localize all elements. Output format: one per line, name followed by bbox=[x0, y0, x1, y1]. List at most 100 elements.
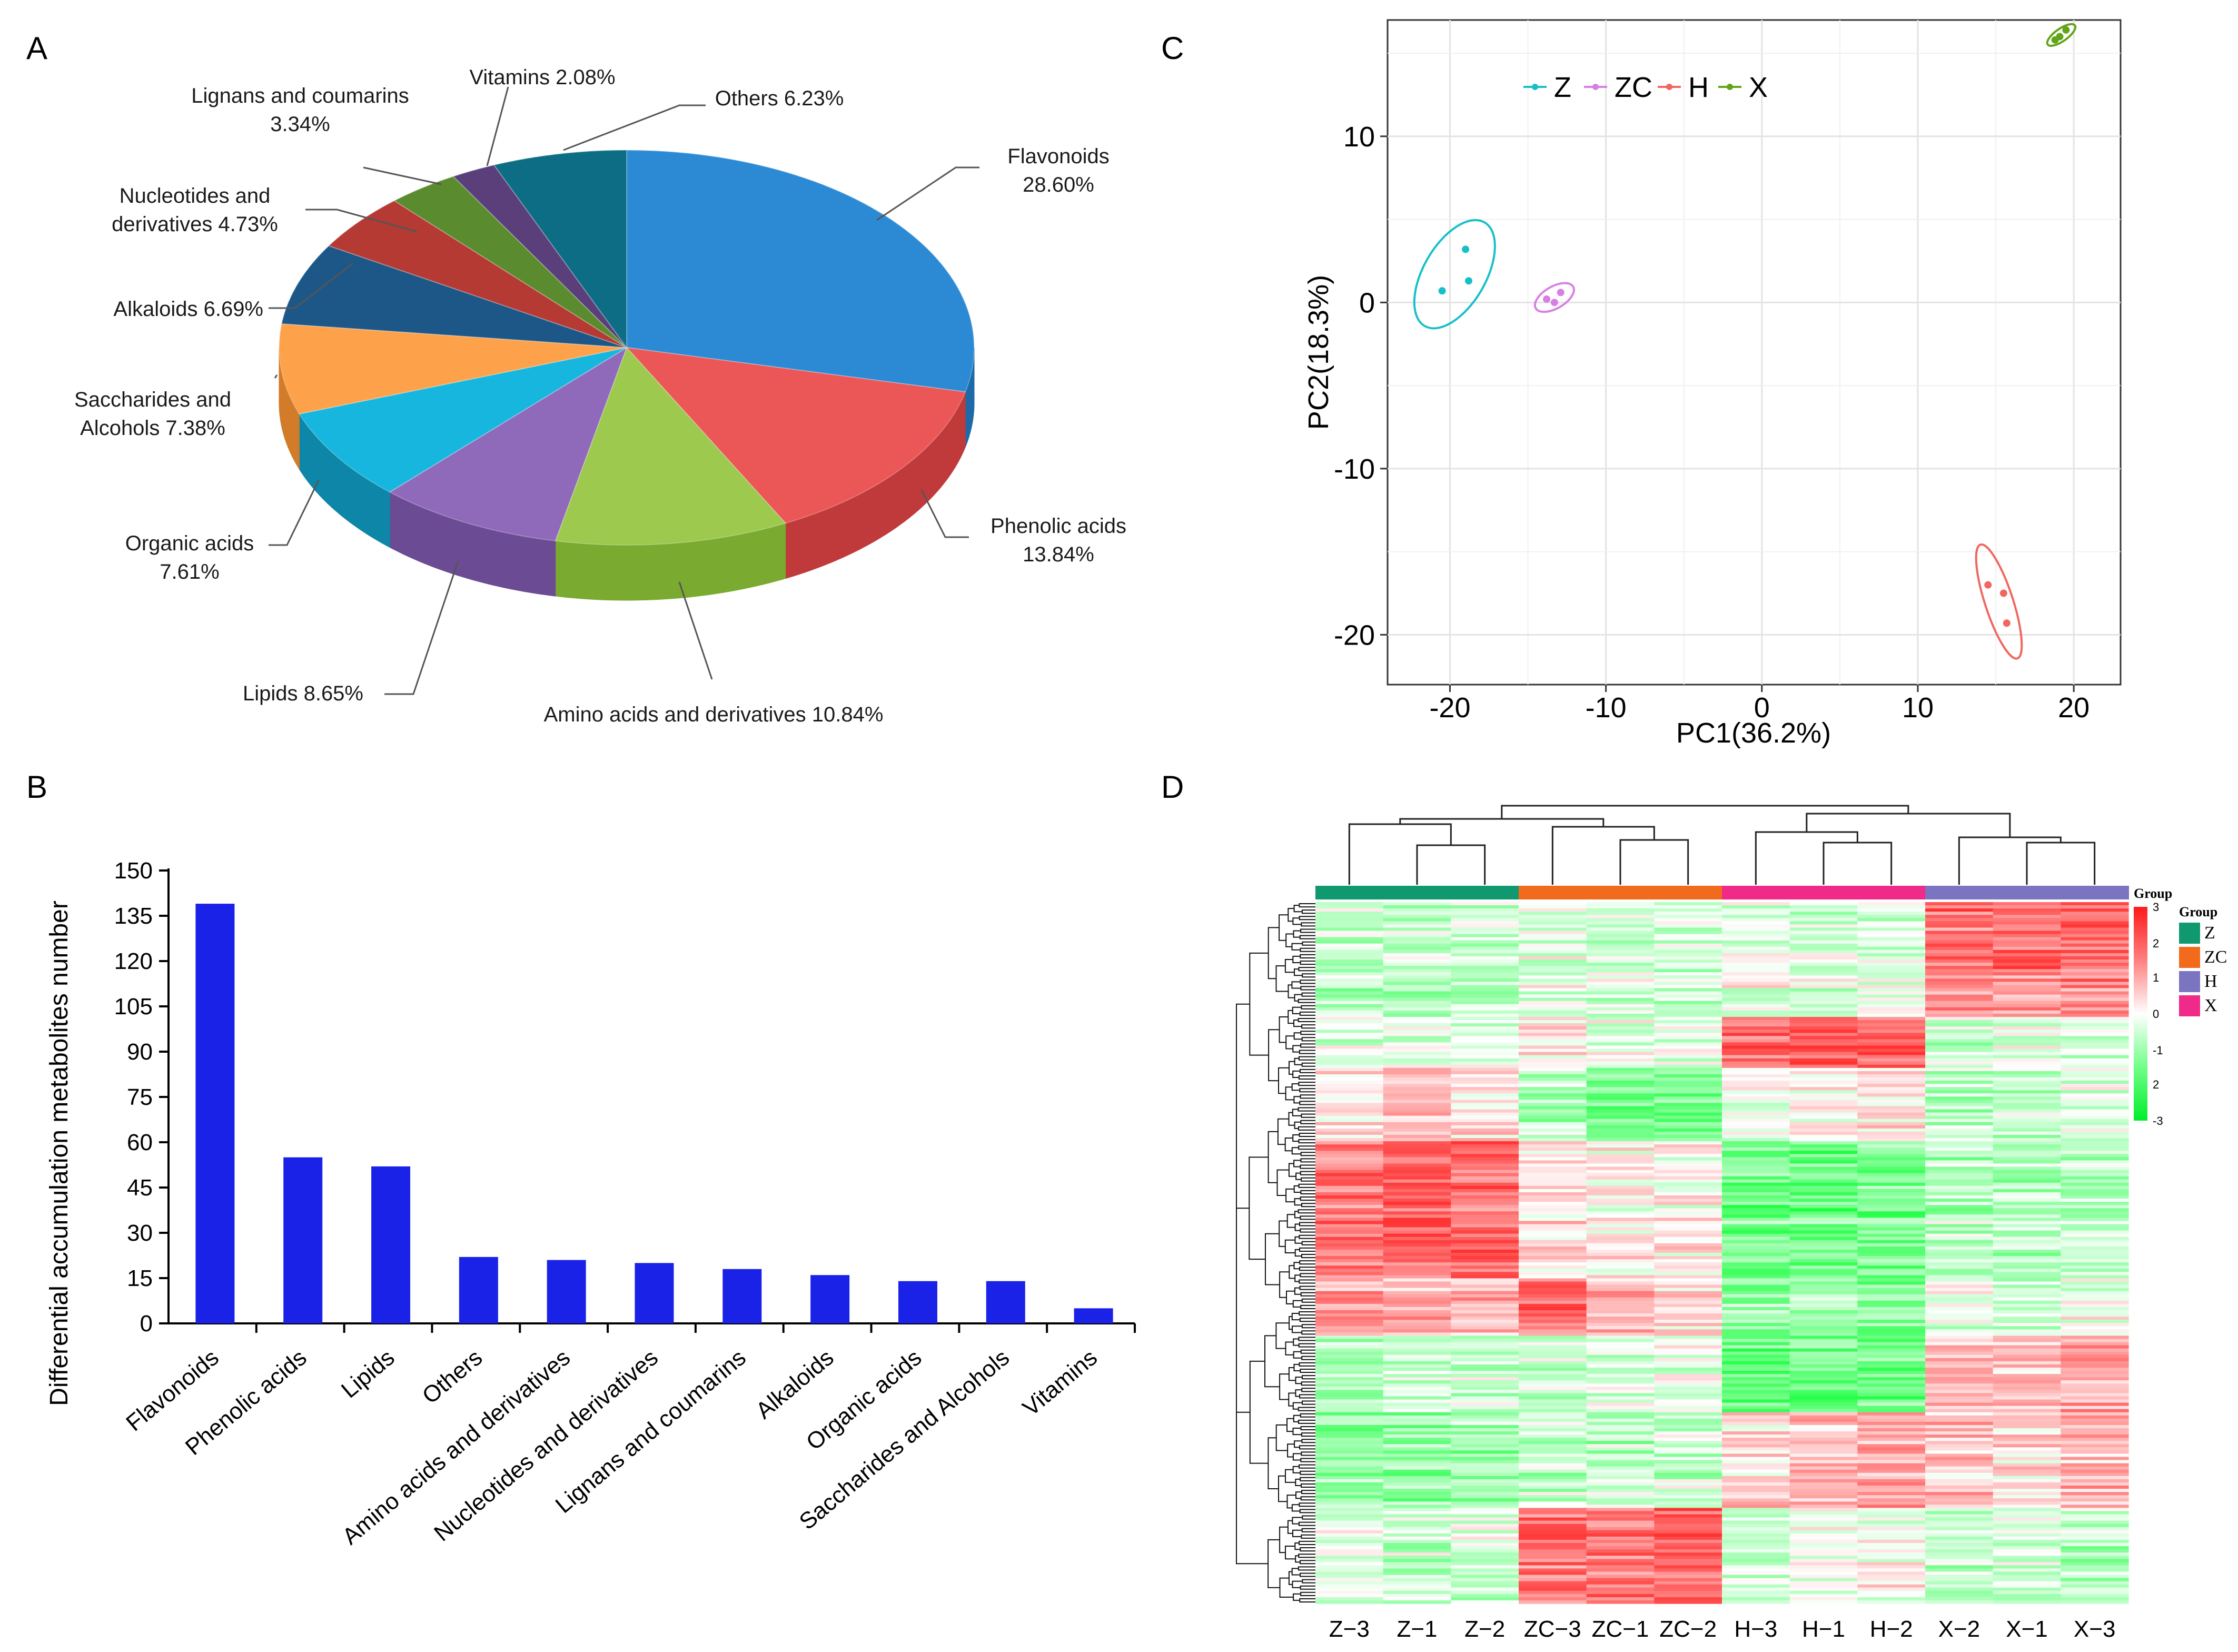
heatmap-cell bbox=[1857, 1096, 1926, 1100]
heatmap-cell bbox=[1925, 1148, 1994, 1151]
heatmap-cell bbox=[1654, 953, 1722, 957]
heatmap-cell bbox=[1789, 1364, 1858, 1368]
heatmap-cell bbox=[1451, 1224, 1519, 1228]
heatmap-cell bbox=[1654, 1208, 1722, 1212]
heatmap-cell bbox=[1789, 1151, 1858, 1154]
heatmap-cell bbox=[1722, 1435, 1790, 1438]
heatmap-cell bbox=[1519, 1313, 1587, 1317]
heatmap-cell bbox=[1789, 931, 1858, 935]
heatmap-cell bbox=[2061, 1495, 2129, 1499]
heatmap-cell bbox=[1654, 1444, 1722, 1448]
heatmap-cell bbox=[1451, 1479, 1519, 1483]
heatmap-cell bbox=[1383, 1495, 1451, 1499]
heatmap-cell bbox=[1789, 1524, 1858, 1528]
heatmap-cell bbox=[1857, 1061, 1926, 1065]
heatmap-cell bbox=[2061, 1575, 2129, 1579]
heatmap-cell bbox=[1993, 1016, 2061, 1021]
bar-y-tick-label-6: 90 bbox=[127, 1039, 153, 1065]
heatmap-cell bbox=[1925, 1240, 1994, 1244]
heatmap-cell bbox=[1722, 1134, 1790, 1139]
heatmap-cell bbox=[1586, 1179, 1655, 1183]
heatmap-cell bbox=[1315, 921, 1384, 925]
heatmap-cell bbox=[1451, 1495, 1519, 1499]
heatmap-cell bbox=[1451, 1425, 1519, 1429]
heatmap-cell bbox=[1654, 1406, 1722, 1410]
heatmap-cell bbox=[1315, 1472, 1384, 1477]
heatmap-cell bbox=[1451, 1001, 1519, 1005]
heatmap-cell bbox=[1519, 1351, 1587, 1356]
heatmap-cell bbox=[2061, 966, 2129, 970]
pie-label-1-line-0: Phenolic acids bbox=[991, 515, 1126, 538]
heatmap-cell bbox=[1722, 1581, 1790, 1585]
heatmap-cell bbox=[1654, 1402, 1722, 1407]
heatmap-cell bbox=[1654, 1524, 1722, 1528]
heatmap-cell bbox=[1925, 1495, 1994, 1499]
heatmap-cell bbox=[1315, 1310, 1384, 1314]
heatmap-cell bbox=[1789, 1527, 1858, 1531]
heatmap-cell bbox=[1315, 1466, 1384, 1470]
heatmap-cell bbox=[2061, 1364, 2129, 1368]
heatmap-cell bbox=[1654, 1536, 1722, 1540]
heatmap-cell bbox=[1519, 1505, 1587, 1508]
heatmap-cell bbox=[1654, 1578, 1722, 1582]
heatmap-cell bbox=[1451, 943, 1519, 947]
heatmap-cell bbox=[1654, 1052, 1722, 1056]
heatmap-cell bbox=[1925, 1013, 1994, 1017]
heatmap-cell bbox=[1586, 1256, 1655, 1260]
heatmap-cell bbox=[1315, 1460, 1384, 1464]
heatmap-cell bbox=[1722, 997, 1790, 1002]
heatmap-cell bbox=[1654, 1103, 1722, 1107]
heatmap-cell bbox=[1315, 902, 1384, 906]
heatmap-cell bbox=[1722, 1272, 1790, 1275]
heatmap-cell bbox=[1857, 949, 1926, 954]
heatmap-cell bbox=[1789, 1294, 1858, 1298]
heatmap-cell bbox=[1586, 1199, 1655, 1202]
heatmap-cell bbox=[2061, 1597, 2129, 1601]
heatmap-cell bbox=[1925, 1536, 1994, 1540]
heatmap-cell bbox=[1586, 1125, 1655, 1129]
heatmap-cell bbox=[1383, 1195, 1451, 1199]
heatmap-cell bbox=[1451, 975, 1519, 979]
heatmap-cell bbox=[1925, 1590, 1994, 1595]
heatmap-cell bbox=[1722, 1587, 1790, 1591]
heatmap-cell bbox=[1383, 1332, 1451, 1337]
heatmap-cell bbox=[1722, 1081, 1790, 1084]
heatmap-cell bbox=[1722, 949, 1790, 954]
heatmap-cell bbox=[1519, 982, 1587, 986]
heatmap-cell bbox=[1925, 1253, 1994, 1257]
heatmap-cell bbox=[1586, 1565, 1655, 1569]
heatmap-cell bbox=[1925, 1048, 1994, 1053]
heatmap-cell bbox=[1451, 946, 1519, 951]
heatmap-cell bbox=[1857, 1533, 1926, 1537]
heatmap-cell bbox=[2061, 1542, 2129, 1547]
heatmap-cell bbox=[1586, 1227, 1655, 1231]
heatmap-cell bbox=[1857, 1399, 1926, 1403]
heatmap-cell bbox=[1925, 1463, 1994, 1467]
heatmap-cell bbox=[1315, 1100, 1384, 1104]
heatmap-cell bbox=[1315, 1517, 1384, 1521]
heatmap-cell bbox=[1993, 1160, 2061, 1164]
heatmap-cell bbox=[1925, 1530, 1994, 1534]
heatmap-cell bbox=[1993, 1093, 2061, 1097]
heatmap-cell bbox=[1993, 1010, 2061, 1014]
heatmap-cell bbox=[1789, 1036, 1858, 1040]
group-bar-cell-8 bbox=[1857, 886, 1926, 899]
heatmap-cell bbox=[1789, 1530, 1858, 1534]
heatmap-cell bbox=[1722, 1262, 1790, 1266]
heatmap-cell bbox=[1722, 1119, 1790, 1123]
heatmap-cell bbox=[1789, 1160, 1858, 1164]
heatmap-cell bbox=[1789, 1262, 1858, 1266]
heatmap-cell bbox=[1451, 1297, 1519, 1301]
heatmap-cell bbox=[1383, 1527, 1451, 1531]
heatmap-cell bbox=[1383, 1224, 1451, 1228]
heatmap-cell bbox=[1857, 1310, 1926, 1314]
heatmap-cell bbox=[1789, 991, 1858, 995]
heatmap-cell bbox=[1654, 1151, 1722, 1154]
heatmap-cell bbox=[1722, 1552, 1790, 1556]
heatmap-cell bbox=[1586, 1498, 1655, 1502]
heatmap-cell bbox=[2061, 1249, 2129, 1253]
heatmap-cell bbox=[1857, 1288, 1926, 1292]
heatmap-cell bbox=[1383, 1587, 1451, 1591]
heatmap-column-label-0: Z−3 bbox=[1329, 1616, 1370, 1642]
color-scale-tick-6: -3 bbox=[2153, 1114, 2163, 1127]
